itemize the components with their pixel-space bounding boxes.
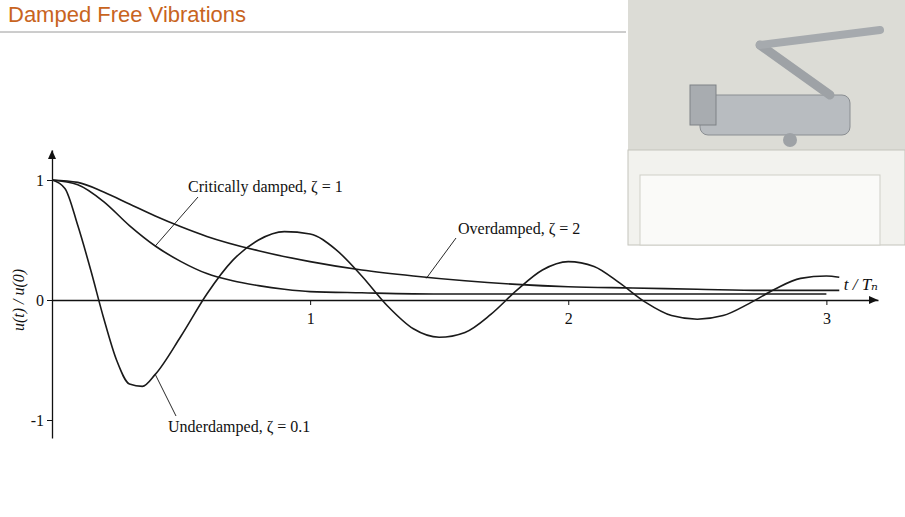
x-tick-mark bbox=[826, 300, 827, 305]
x-tick: 3 bbox=[823, 300, 831, 327]
y-axis-title: u(t) / u(0) bbox=[10, 269, 28, 331]
chart: Damped Free Vibrations 1 2 3 -1 0 1 t / Tₙ u(t) … bbox=[0, 0, 905, 517]
y-tick-mark bbox=[47, 420, 52, 421]
x-tick-label: 2 bbox=[565, 310, 573, 327]
annotation-label: Critically damped, ζ = 1 bbox=[188, 178, 343, 196]
x-tick: 2 bbox=[565, 300, 573, 327]
series-line bbox=[52, 180, 839, 386]
photo bbox=[628, 0, 905, 245]
title: Damped Free Vibrations bbox=[8, 2, 246, 27]
x-axis-arrow bbox=[869, 296, 878, 304]
x-tick-label: 1 bbox=[307, 310, 315, 327]
y-tick-mark bbox=[47, 300, 52, 301]
x-axis: 1 2 3 bbox=[53, 300, 879, 327]
photo-closer-bracket bbox=[690, 85, 716, 125]
y-axis-line bbox=[52, 151, 53, 439]
y-tick-label: -1 bbox=[31, 412, 44, 429]
annotation-label: Overdamped, ζ = 2 bbox=[458, 220, 580, 238]
photo-door bbox=[640, 175, 880, 245]
x-tick-mark bbox=[568, 300, 569, 305]
annotation-label: Underdamped, ζ = 0.1 bbox=[168, 418, 310, 436]
photo-closer-arm2 bbox=[760, 30, 880, 45]
y-tick: 0 bbox=[36, 292, 52, 309]
plot-area bbox=[52, 180, 839, 386]
photo-wall bbox=[628, 0, 905, 245]
photo-closer-valve bbox=[783, 133, 797, 147]
photo-closer-arm bbox=[760, 45, 830, 95]
annotation-leader bbox=[426, 238, 456, 278]
x-tick-mark bbox=[310, 300, 311, 305]
title-rule bbox=[0, 32, 626, 33]
series-line bbox=[52, 180, 826, 294]
photo-closer-body bbox=[700, 95, 850, 135]
photo-frame bbox=[628, 150, 905, 245]
x-tick: 1 bbox=[307, 300, 315, 327]
annotation-leader bbox=[155, 374, 176, 416]
y-tick-label: 1 bbox=[36, 172, 44, 189]
x-tick-label: 3 bbox=[823, 310, 831, 327]
series-line bbox=[52, 180, 839, 290]
y-tick-mark bbox=[47, 180, 52, 181]
y-axis: -1 0 1 bbox=[31, 151, 53, 439]
annotation-leader bbox=[155, 197, 198, 246]
x-axis-title: t / Tₙ bbox=[844, 275, 878, 294]
y-tick: 1 bbox=[36, 172, 52, 189]
y-tick: -1 bbox=[31, 412, 52, 429]
y-axis-arrow bbox=[48, 150, 56, 159]
annotations: Underdamped, ζ = 0.1 Critically damped, ζ… bbox=[155, 178, 580, 436]
y-tick-label: 0 bbox=[36, 292, 44, 309]
